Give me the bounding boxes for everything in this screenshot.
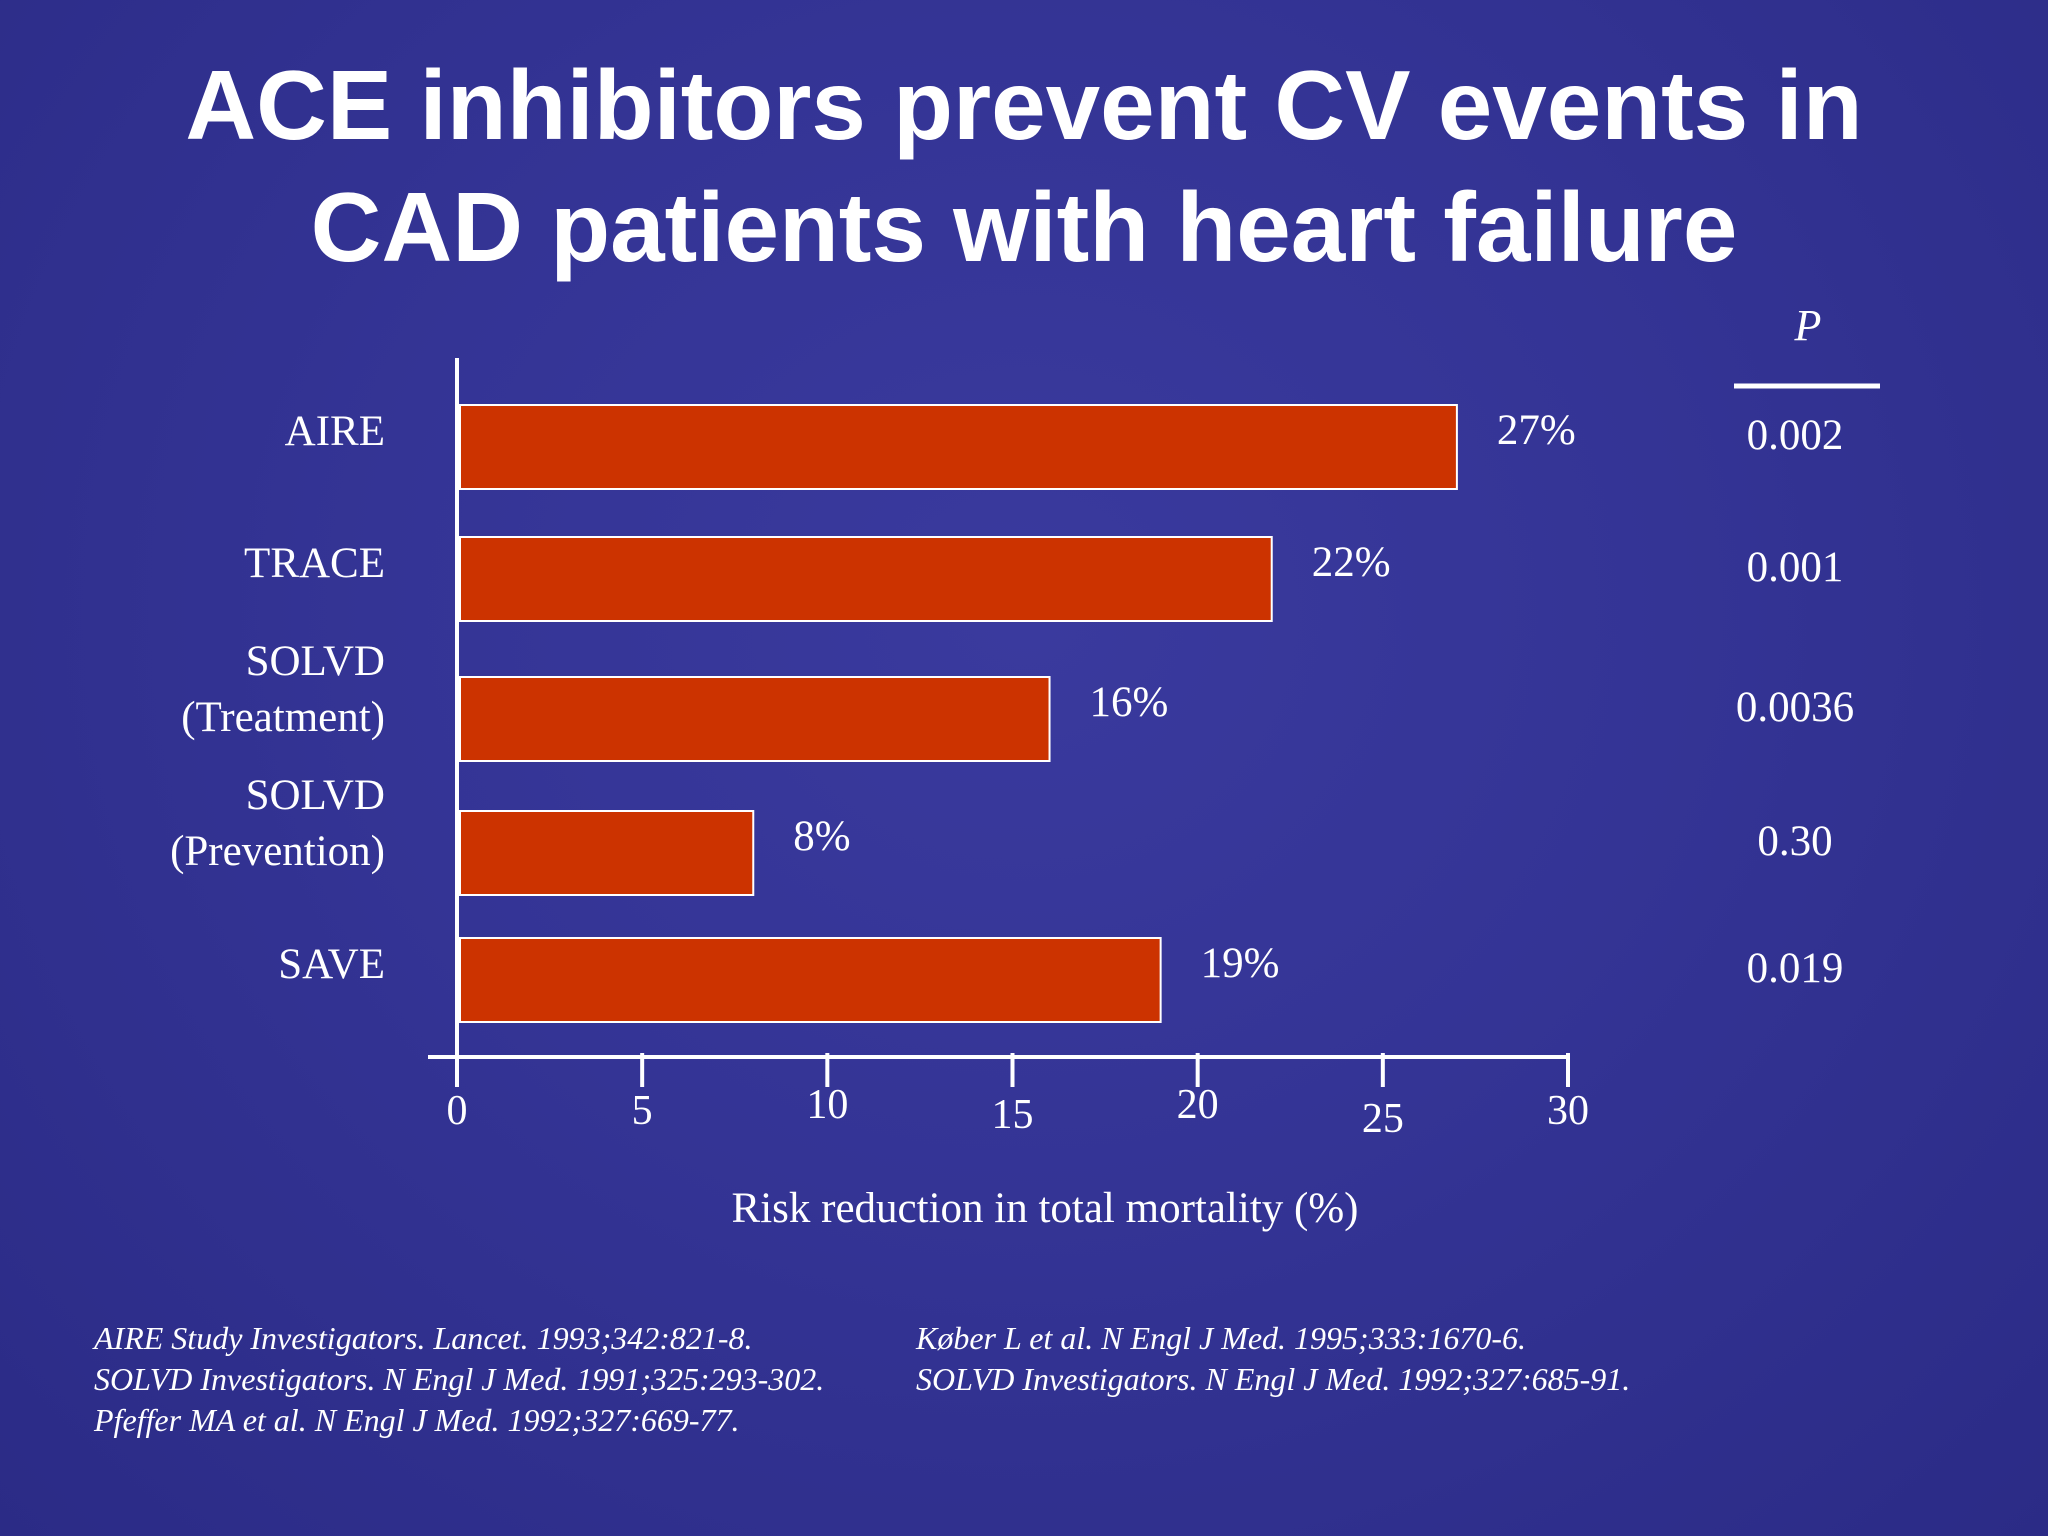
- data-label: 27%: [1497, 407, 1576, 454]
- reference: SOLVD Investigators. N Engl J Med. 1992;…: [916, 1361, 1631, 1397]
- x-tick-label: 5: [632, 1088, 653, 1134]
- p-value-header: P: [1794, 301, 1822, 350]
- p-value: 0.002: [1747, 412, 1844, 459]
- x-tick-label: 10: [806, 1082, 848, 1128]
- reference: Pfeffer MA et al. N Engl J Med. 1992;327…: [94, 1402, 740, 1438]
- p-value: 0.019: [1747, 945, 1844, 992]
- category-label: TRACE: [244, 540, 385, 587]
- references-right: Køber L et al. N Engl J Med. 1995;333:16…: [916, 1318, 1630, 1400]
- slide-title: ACE inhibitors prevent CV events in CAD …: [0, 44, 2048, 288]
- data-label: 22%: [1312, 539, 1391, 586]
- category-label: SOLVD: [246, 772, 385, 819]
- data-label: 8%: [793, 813, 850, 860]
- reference: Køber L et al. N Engl J Med. 1995;333:16…: [916, 1320, 1527, 1356]
- category-label: (Treatment): [181, 694, 385, 741]
- bar: [459, 676, 1051, 762]
- reference: SOLVD Investigators. N Engl J Med. 1991;…: [94, 1361, 825, 1397]
- category-label: (Prevention): [170, 828, 385, 875]
- x-tick-label: 15: [992, 1092, 1034, 1138]
- x-tick-label: 20: [1177, 1082, 1219, 1128]
- p-value: 0.001: [1747, 544, 1844, 591]
- x-tick-label: 25: [1362, 1096, 1404, 1142]
- x-axis-label: Risk reduction in total mortality (%): [732, 1185, 1359, 1232]
- x-tick-label: 30: [1547, 1088, 1589, 1134]
- slide-title-line-2: CAD patients with heart failure: [310, 172, 1738, 282]
- reference: AIRE Study Investigators. Lancet. 1993;3…: [94, 1320, 753, 1356]
- category-label: SAVE: [278, 941, 385, 988]
- bar: [459, 810, 755, 896]
- category-label: AIRE: [285, 408, 385, 455]
- bar: [459, 404, 1458, 490]
- category-label: SOLVD: [246, 638, 385, 685]
- p-value: 0.30: [1757, 818, 1832, 865]
- data-label: 16%: [1090, 679, 1169, 726]
- x-tick-label: 0: [447, 1088, 468, 1134]
- bar: [459, 937, 1162, 1023]
- bar: [459, 536, 1273, 622]
- data-label: 19%: [1201, 940, 1280, 987]
- slide-title-line-1: ACE inhibitors prevent CV events in: [185, 50, 1863, 160]
- p-value: 0.0036: [1736, 684, 1854, 731]
- references-left: AIRE Study Investigators. Lancet. 1993;3…: [94, 1318, 824, 1441]
